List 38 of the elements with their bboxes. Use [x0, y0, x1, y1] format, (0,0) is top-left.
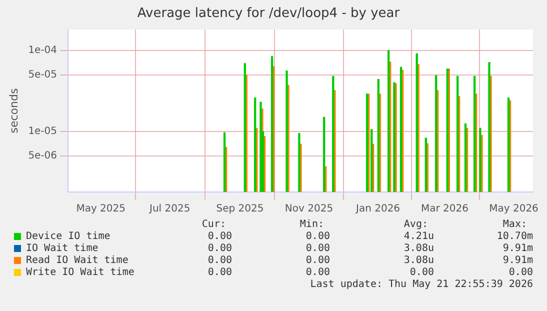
text: 0.00 — [304, 231, 330, 242]
x-tick-label: Jan 2026 — [354, 204, 400, 215]
text: 9.91m — [502, 243, 533, 254]
legend-label: Device IO time — [26, 231, 110, 242]
text: 0.00 — [206, 255, 232, 266]
x-tick-label: Sep 2025 — [216, 204, 264, 215]
text: 0.00 — [206, 231, 232, 242]
legend-label: Write IO Wait time — [26, 267, 134, 278]
x-tick-label: May 2026 — [489, 204, 538, 215]
y-tick-label: 1e-04 — [28, 44, 58, 56]
y-axis-title: seconds — [7, 88, 20, 134]
x-tick-label: Nov 2025 — [284, 204, 334, 215]
text: 3.08u — [402, 243, 434, 254]
text: 4.21u — [402, 231, 434, 242]
text: 3.08u — [402, 255, 434, 266]
legend-label: Read IO Wait time — [26, 255, 128, 266]
text: 0.00 — [304, 267, 330, 278]
text: 0.00 — [508, 267, 533, 278]
y-tick-label: 5e-05 — [28, 69, 58, 80]
text: 0.00 — [206, 243, 232, 254]
chart-title: Average latency for /dev/loop4 - by year — [137, 6, 400, 22]
text: 10.70m — [496, 231, 533, 242]
text: Last update: Thu May 21 22:55:39 2026 — [310, 279, 533, 290]
text: Avg: — [402, 219, 428, 230]
y-tick-label: 5e-06 — [28, 150, 58, 162]
text: Min: — [298, 219, 324, 230]
text: 0.00 — [206, 267, 232, 278]
x-tick-label: Jul 2025 — [148, 204, 190, 215]
text: 0.00 — [304, 243, 330, 254]
legend-label: IO Wait time — [26, 243, 98, 254]
text: 9.91m — [502, 255, 533, 266]
text: 0.00 — [304, 255, 330, 266]
text: Cur: — [200, 219, 226, 230]
text: Max: — [502, 219, 527, 230]
x-tick-label: May 2025 — [76, 204, 126, 215]
y-tick-label: 1e-05 — [28, 126, 58, 138]
x-tick-label: Mar 2026 — [421, 204, 469, 215]
text: 0.00 — [408, 267, 434, 278]
